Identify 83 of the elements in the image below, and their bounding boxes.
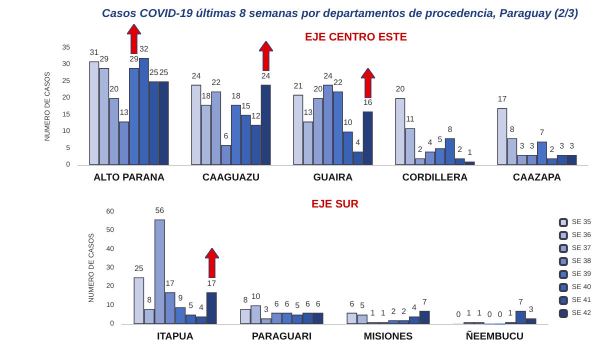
data-label: 7	[540, 128, 545, 138]
data-label: 13	[120, 108, 130, 118]
data-label: 13	[304, 108, 314, 118]
data-label: 3	[528, 304, 534, 314]
data-label: 11	[406, 114, 415, 124]
data-label: 6	[316, 299, 321, 308]
data-label: 3	[570, 141, 575, 150]
x-tick-label: CORDILLERA	[402, 172, 468, 184]
data-label: 5	[188, 301, 194, 310]
data-label: 22	[334, 78, 343, 87]
data-label: 5	[360, 301, 366, 310]
data-label: 3	[520, 141, 525, 150]
x-tick-label: ALTO PARANA	[93, 172, 165, 184]
data-label: 6	[305, 299, 310, 308]
data-label: 4	[428, 138, 433, 148]
data-label: 6	[284, 299, 290, 308]
data-label: 15	[241, 101, 251, 110]
data-label: 17	[498, 94, 508, 104]
data-label: 20	[314, 84, 324, 94]
data-label: 17	[207, 278, 217, 288]
data-label: 4	[356, 138, 361, 148]
data-label: 3	[264, 304, 269, 314]
data-label: 2	[391, 306, 396, 316]
data-label: 56	[155, 206, 165, 215]
data-label: 17	[166, 278, 176, 288]
data-label: 18	[202, 91, 212, 100]
data-label: 3	[560, 141, 565, 150]
data-label: 29	[100, 54, 110, 64]
data-label: 10	[251, 292, 261, 301]
data-label: 2	[418, 144, 423, 154]
data-label: 16	[363, 98, 373, 108]
data-label: 24	[324, 71, 334, 80]
data-label: 31	[90, 48, 100, 57]
data-label: 10	[343, 118, 353, 128]
data-label: 18	[232, 91, 241, 100]
data-label: 20	[396, 84, 406, 94]
data-label: 0	[487, 310, 492, 319]
data-label: 5	[438, 134, 443, 144]
data-label: 1	[370, 308, 376, 318]
data-label: 32	[139, 44, 149, 54]
x-tick-label: PARAGUARI	[252, 332, 312, 342]
data-label: 8	[147, 296, 152, 305]
data-label: 12	[251, 111, 261, 120]
data-label: 3	[530, 141, 535, 150]
data-label: 2	[458, 144, 463, 154]
data-label: 1	[476, 308, 482, 318]
data-label: 1	[508, 308, 514, 318]
data-label: 1	[468, 148, 473, 158]
x-tick-label: ÑEEMBUCU	[466, 330, 524, 342]
data-label: 7	[518, 297, 524, 306]
data-label: 25	[149, 68, 159, 77]
data-label: 4	[198, 303, 204, 312]
data-label: 1	[466, 308, 472, 318]
data-label: 6	[224, 131, 229, 140]
data-label: 8	[510, 124, 515, 134]
data-label: 25	[159, 68, 169, 77]
data-label: 8	[448, 124, 453, 134]
chart-subtitle: EJE CENTRO ESTE	[305, 32, 408, 44]
x-tick-label: CAAZAPA	[512, 172, 562, 184]
data-label: 24	[192, 71, 202, 80]
chart-title: Casos COVID-19 últimas 8 semanas por departamentos de procedencia, Paraguay (2/3)	[102, 8, 578, 20]
data-label: 9	[178, 294, 184, 303]
data-label: 6	[350, 299, 355, 308]
chart-title: EJE SUR	[311, 198, 359, 210]
data-label: 4	[412, 303, 417, 312]
x-tick-label: MISIONES	[364, 332, 414, 342]
data-label: 22	[212, 78, 222, 87]
data-label: 24	[261, 71, 271, 80]
data-label: 0	[498, 310, 503, 319]
data-label: 6	[274, 299, 280, 308]
data-label: 7	[422, 297, 428, 306]
data-label: 1	[380, 308, 386, 318]
data-label: 2	[550, 144, 555, 154]
x-tick-label: CAAGUAZU	[202, 172, 260, 184]
data-label: 21	[294, 81, 304, 90]
x-tick-label: GUAIRA	[313, 172, 353, 184]
data-label: 25	[134, 264, 144, 273]
x-tick-label: ITAPUA	[157, 332, 194, 342]
data-label: 2	[402, 306, 407, 316]
data-label: 8	[243, 296, 248, 305]
data-label: 5	[295, 301, 300, 310]
data-label: 29	[130, 54, 139, 64]
data-label: 0	[456, 310, 462, 319]
